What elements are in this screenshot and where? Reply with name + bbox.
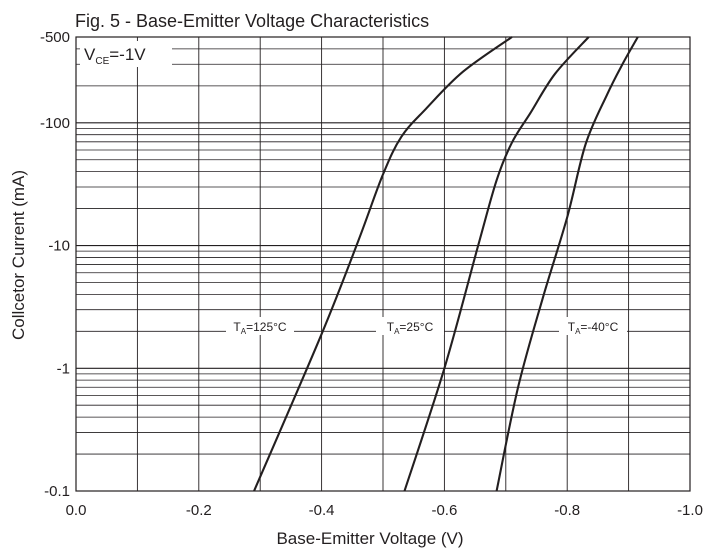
vce-main: V (84, 45, 96, 64)
vce-subscript: CE (95, 56, 109, 67)
x-tick-label: 0.0 (66, 502, 87, 519)
curve-label-subscript: A (241, 327, 247, 336)
series-line-2 (495, 36, 639, 492)
curve-label-subscript: A (575, 327, 581, 336)
curve-label-text: TA=25°C (387, 320, 434, 336)
x-tick-label: -0.8 (554, 502, 580, 519)
series-line-1 (403, 36, 590, 492)
curve-label-main: T (568, 320, 576, 334)
vce-annotation-background (80, 41, 172, 67)
x-tick-label: -0.4 (309, 502, 335, 519)
y-axis-title: Collcetor Current (mA) (9, 170, 28, 340)
curve-label-rest: =-40°C (580, 320, 618, 334)
x-axis-title: Base-Emitter Voltage (V) (276, 529, 463, 548)
curve-label-text: TA=-40°C (568, 320, 619, 336)
vce-rest: =-1V (109, 45, 146, 64)
y-tick-label: -500 (40, 29, 70, 46)
curve-label-0: TA=125°C (226, 317, 294, 336)
curve-label-rest: =125°C (246, 320, 287, 334)
y-tick-label: -10 (48, 238, 70, 255)
curve-label-main: T (387, 320, 395, 334)
curve-label-background (226, 317, 294, 335)
plot-frame (75, 36, 691, 492)
curve-label-main: T (233, 320, 241, 334)
curve-label-rest: =25°C (399, 320, 433, 334)
x-tick-label: -0.2 (186, 502, 212, 519)
vce-annotation: VCE=-1V (80, 41, 172, 67)
series-layer (253, 36, 639, 492)
x-tick-label: -0.6 (431, 502, 457, 519)
y-tick-label: -0.1 (44, 483, 70, 500)
curve-label-text: TA=125°C (233, 320, 287, 336)
chart-title: Fig. 5 - Base-Emitter Voltage Characteri… (75, 11, 429, 31)
grid (76, 36, 690, 491)
series-line-0 (253, 36, 513, 492)
curve-label-background (376, 317, 444, 335)
curve-label-1: TA=25°C (376, 317, 444, 336)
y-tick-label: -100 (40, 115, 70, 132)
curve-label-2: TA=-40°C (559, 317, 627, 336)
ticks-layer: 0.0 -0.2 -0.4 -0.6 -0.8 -1.0 -0.1 -1 -10 -100 -500 (40, 29, 703, 519)
x-tick-label: -1.0 (677, 502, 703, 519)
vce-annotation-text: VCE=-1V (84, 45, 146, 67)
curve-label-background (559, 317, 627, 335)
curve-label-subscript: A (394, 327, 400, 336)
y-tick-label: -1 (57, 360, 70, 377)
